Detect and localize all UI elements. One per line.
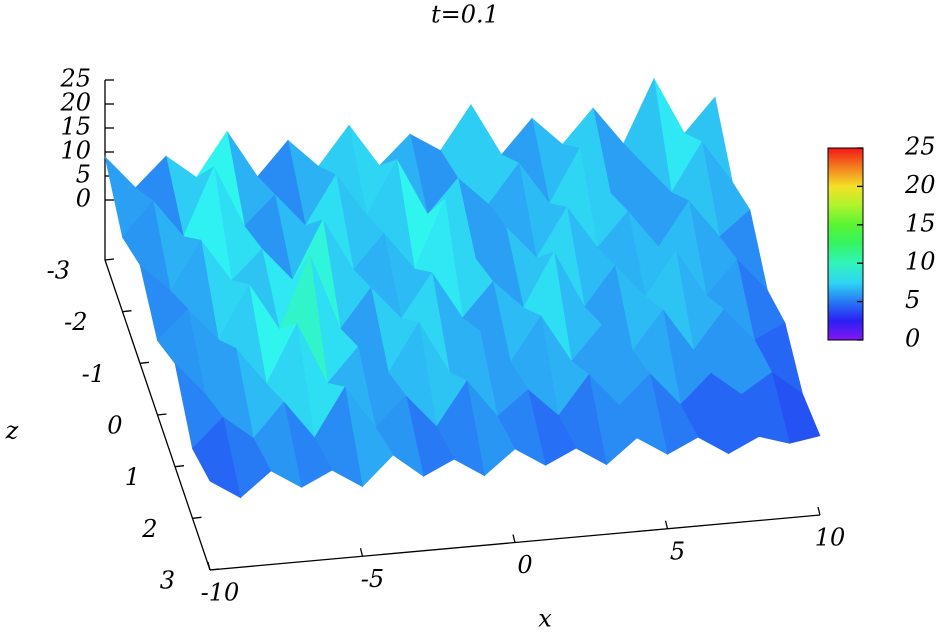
x-tick-label: 5 xyxy=(670,537,685,565)
colorbar-tick-label: 25 xyxy=(904,133,936,161)
z-tick-label: 0 xyxy=(107,412,122,440)
x-tick xyxy=(817,506,821,516)
surface xyxy=(104,77,821,499)
z-tick-label: -1 xyxy=(82,360,105,388)
z-tick xyxy=(122,310,132,313)
z-tick-label: -3 xyxy=(47,257,70,285)
z-tick xyxy=(174,465,185,468)
z-tick-label: 3 xyxy=(160,567,175,595)
value-tick-label: 5 xyxy=(76,161,91,189)
value-tick-label: 0 xyxy=(76,185,91,213)
x-tick-label: 10 xyxy=(815,524,846,552)
z-axis-label: z xyxy=(5,417,19,445)
value-tick-label: 10 xyxy=(60,137,91,165)
colorbar-tick-label: 15 xyxy=(905,209,936,237)
value-tick-label: 15 xyxy=(60,113,91,141)
colorbar-tick-label: 20 xyxy=(904,171,936,199)
colorbar-tick-label: 5 xyxy=(905,286,920,314)
z-tick xyxy=(104,258,115,261)
z-tick-label: 2 xyxy=(141,515,157,543)
z-tick-label: 1 xyxy=(125,463,140,491)
z-tick-label: -2 xyxy=(64,308,87,336)
surface-patch xyxy=(192,416,241,499)
x-tick-label: 0 xyxy=(517,551,532,579)
colorbar-tick-label: 10 xyxy=(905,248,936,276)
x-tick xyxy=(359,548,364,557)
x-tick xyxy=(207,561,211,571)
colorbar xyxy=(827,147,864,341)
z-tick xyxy=(139,361,150,364)
x-tick xyxy=(664,520,669,529)
chart-title: t=0.1 xyxy=(431,1,499,29)
value-tick-label: 25 xyxy=(59,65,91,93)
z-tick xyxy=(157,413,167,416)
x-tick-label: -5 xyxy=(361,565,384,593)
x-tick-label: -10 xyxy=(201,579,240,607)
x-tick xyxy=(512,534,516,543)
colorbar-tick-label: 0 xyxy=(905,325,920,353)
z-tick xyxy=(209,568,220,571)
x-axis-label: x xyxy=(538,605,552,633)
z-tick xyxy=(192,516,202,519)
value-tick-label: 20 xyxy=(59,89,91,117)
